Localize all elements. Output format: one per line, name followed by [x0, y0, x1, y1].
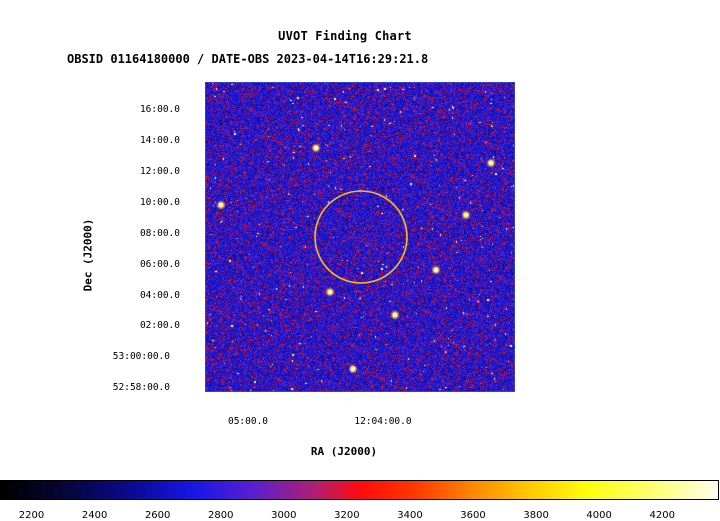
colorbar-tick-label: 4000	[586, 510, 612, 521]
y-tick-label: 02:00.0	[139, 320, 180, 331]
colorbar-tick-label: 3200	[334, 510, 360, 521]
image-overlay	[314, 190, 408, 284]
colorbar-tick-label: 3600	[460, 510, 486, 521]
target-circle	[314, 190, 408, 284]
colorbar-tick-label: 2800	[208, 510, 234, 521]
y-axis-label: Dec (J2000)	[81, 218, 95, 292]
x-axis-label: RA (J2000)	[310, 445, 378, 458]
y-tick-label: 10:00.0	[139, 197, 180, 208]
chart-title: UVOT Finding Chart	[278, 29, 412, 43]
chart-subtitle: OBSID 01164180000 / DATE-OBS 2023-04-14T…	[67, 52, 429, 66]
colorbar-tick-label: 2400	[81, 510, 108, 521]
colorbar-tick-label: 3800	[523, 510, 549, 521]
y-tick-label: 04:00.0	[139, 290, 180, 301]
colorbar-tick-label: 3400	[397, 510, 423, 521]
x-tick-label: 05:00.0	[227, 416, 269, 427]
y-tick-label: 08:00.0	[139, 228, 180, 239]
y-tick-label: 53:00:00.0	[112, 351, 170, 362]
x-tick-label: 12:04:00.0	[354, 416, 412, 427]
colorbar-tick-label: 4200	[649, 510, 675, 521]
colorbar	[0, 480, 719, 500]
sky-image	[205, 82, 515, 392]
colorbar-tick-label: 3000	[271, 510, 297, 521]
y-tick-label: 14:00.0	[139, 135, 180, 146]
colorbar-tick-label: 2200	[18, 510, 45, 521]
y-tick-label: 16:00.0	[139, 104, 180, 115]
sky-image-canvas	[206, 83, 514, 391]
y-tick-label: 12:00.0	[139, 166, 180, 177]
y-tick-label: 06:00.0	[139, 259, 180, 270]
y-tick-label: 52:58:00.0	[112, 382, 170, 393]
colorbar-tick-label: 2600	[144, 510, 171, 521]
